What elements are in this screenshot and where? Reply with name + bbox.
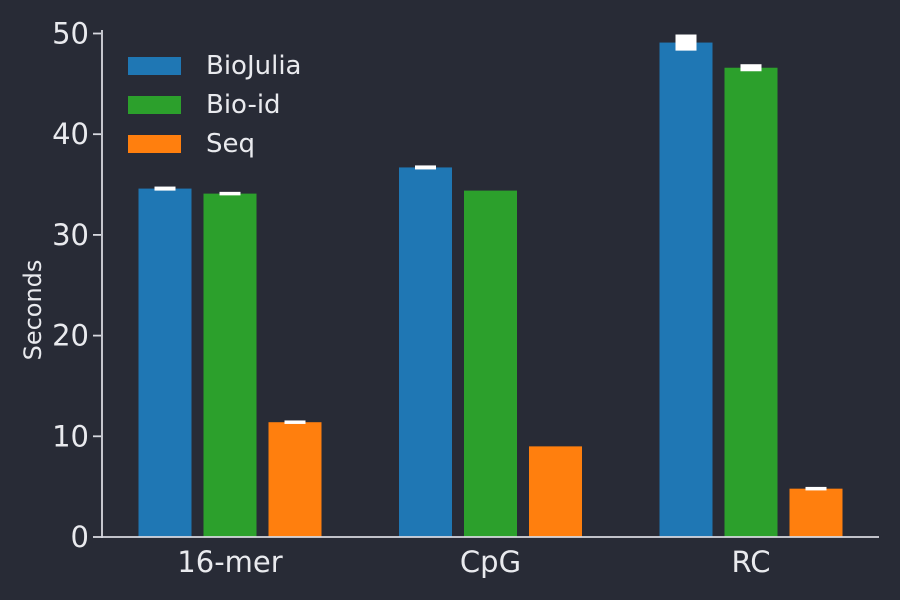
error-bar-biojulia-cpg	[415, 165, 436, 170]
y-axis-label: Seconds	[19, 259, 47, 361]
error-bar-bio-id-16-mer	[219, 191, 241, 196]
x-tick-label-16-mer: 16-mer	[177, 545, 282, 579]
x-tick-label-cpg: CpG	[460, 545, 521, 579]
error-bar-seq-16-mer	[284, 420, 306, 424]
error-bar-biojulia-rc	[675, 34, 697, 51]
legend-swatch-bioid	[128, 96, 181, 114]
legend-item-bioid: Bio-id	[128, 92, 302, 118]
bar-bio-id-cpg	[464, 190, 517, 538]
legend: BioJulia Bio-id Seq	[128, 53, 302, 157]
x-tick-label-rc: RC	[732, 545, 771, 579]
legend-swatch-seq	[128, 135, 181, 153]
bar-bio-id-rc	[724, 67, 778, 537]
legend-swatch-biojulia	[128, 57, 181, 75]
y-tick-label-20: 20	[52, 319, 89, 353]
bar-seq-rc	[789, 488, 843, 537]
bar-biojulia-cpg	[399, 167, 452, 537]
y-tick-label-40: 40	[52, 117, 89, 151]
error-bar-biojulia-16-mer	[154, 186, 176, 191]
bar-bio-id-16-mer	[203, 193, 257, 537]
y-tick-label-0: 0	[71, 520, 89, 554]
y-tick-label-30: 30	[52, 218, 89, 252]
bar-seq-cpg	[529, 446, 582, 537]
y-tick-label-50: 50	[52, 17, 89, 51]
bar-seq-16-mer	[268, 422, 322, 537]
error-bar-seq-rc	[805, 486, 827, 491]
legend-label-seq: Seq	[206, 129, 256, 159]
bar-biojulia-rc	[659, 42, 713, 538]
legend-item-biojulia: BioJulia	[128, 53, 302, 79]
bar-biojulia-16-mer	[138, 188, 192, 537]
legend-item-seq: Seq	[128, 131, 302, 157]
legend-label-biojulia: BioJulia	[206, 51, 302, 81]
legend-label-bioid: Bio-id	[206, 90, 281, 120]
error-bar-bio-id-rc	[740, 64, 762, 72]
y-tick-label-10: 10	[52, 419, 89, 453]
